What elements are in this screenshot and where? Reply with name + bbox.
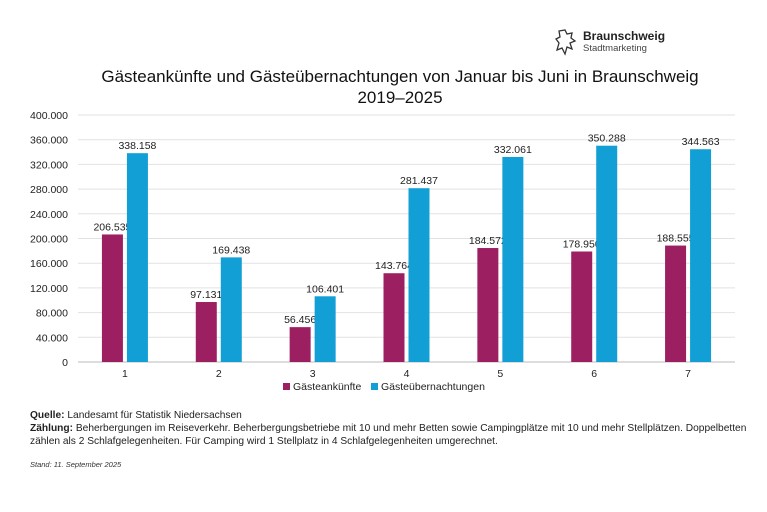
bar-gaesteankuenfte [101, 234, 123, 362]
x-tick-label: 6 [591, 368, 597, 380]
data-label: 178.950 [563, 238, 601, 250]
notes: Quelle: Landesamt für Statistik Niedersa… [30, 409, 767, 448]
data-label: 281.437 [400, 175, 438, 187]
logo-name: Braunschweig [583, 29, 666, 43]
y-tick-label: 400.000 [30, 110, 68, 122]
data-label: 188.555 [657, 233, 695, 245]
bar-gaesteuebernachtungen [408, 188, 430, 362]
source-text: Landesamt für Statistik Niedersachsen [67, 410, 242, 421]
y-tick-label: 240.000 [30, 209, 68, 221]
count-text: Beherbergungen im Reiseverkehr. Beherber… [30, 423, 747, 447]
data-label: 143.764 [375, 260, 413, 272]
x-tick-label: 3 [310, 368, 316, 380]
x-tick-label: 7 [685, 368, 691, 380]
y-tick-label: 80.000 [36, 308, 68, 320]
bar-gaesteuebernachtungen [220, 257, 242, 362]
logo-subtitle: Stadtmarketing [583, 43, 647, 54]
bar-gaesteuebernachtungen [126, 153, 148, 362]
bar-gaesteankuenfte [571, 251, 593, 362]
count-label: Zählung: [30, 423, 74, 434]
y-tick-label: 280.000 [30, 184, 68, 196]
data-label: 338.158 [118, 140, 156, 152]
y-tick-label: 120.000 [30, 283, 68, 295]
y-tick-label: 360.000 [30, 135, 68, 147]
legend-swatch [283, 383, 290, 390]
bar-gaesteuebernachtungen [502, 156, 524, 362]
x-tick-label: 4 [404, 368, 410, 380]
y-tick-label: 160.000 [30, 258, 68, 270]
x-tick-label: 1 [122, 368, 128, 380]
data-label: 206.535 [93, 221, 131, 233]
data-label: 184.572 [469, 235, 507, 247]
x-tick-label: 5 [497, 368, 503, 380]
data-label: 332.061 [494, 144, 532, 156]
bar-gaesteankuenfte [195, 302, 217, 362]
data-label: 106.401 [306, 283, 344, 295]
bar-gaesteankuenfte [477, 248, 499, 362]
bar-gaesteankuenfte [289, 327, 311, 362]
source-label: Quelle: [30, 410, 65, 421]
data-label: 350.288 [588, 133, 626, 145]
bar-gaesteankuenfte [665, 245, 687, 362]
y-tick-label: 0 [62, 357, 68, 369]
stand-date: Stand: 11. September 2025 [30, 460, 122, 469]
bar-gaesteuebernachtungen [596, 145, 618, 362]
logo: Braunschweig Stadtmarketing [555, 28, 665, 56]
legend-swatch [371, 383, 378, 390]
chart-title: Gästeankünfte und Gästeübernachtungen vo… [101, 67, 699, 107]
x-tick-label: 2 [216, 368, 222, 380]
y-tick-label: 320.000 [30, 159, 68, 171]
legend-label: Gästeankünfte [293, 381, 361, 393]
legend-label: Gästeübernachtungen [381, 381, 485, 393]
lion-crest-icon [555, 29, 577, 56]
data-label: 169.438 [212, 244, 250, 256]
bar-gaesteuebernachtungen [314, 296, 336, 362]
data-label: 344.563 [682, 136, 720, 148]
data-label: 56.456 [284, 314, 316, 326]
y-tick-label: 200.000 [30, 234, 68, 246]
y-tick-label: 40.000 [36, 332, 68, 344]
bar-gaesteankuenfte [383, 273, 405, 362]
data-label: 97.131 [190, 289, 222, 301]
bar-gaesteuebernachtungen [690, 149, 712, 362]
